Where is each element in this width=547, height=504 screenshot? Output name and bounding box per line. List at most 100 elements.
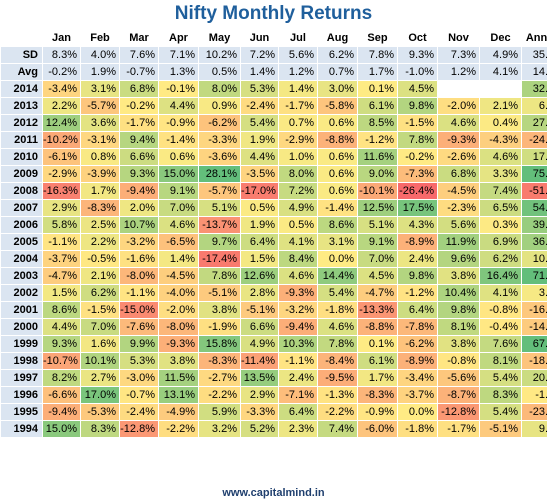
return-cell: 1.7% — [357, 369, 398, 387]
return-cell: 7.6% — [119, 46, 159, 64]
column-header: Dec — [479, 29, 522, 47]
return-cell: 7.0% — [158, 199, 199, 217]
return-cell: -4.3% — [479, 131, 522, 149]
return-cell: 3.1% — [317, 233, 358, 251]
return-cell: 7.4% — [479, 182, 522, 200]
return-cell: -5.3% — [80, 403, 120, 421]
return-cell: 4.6% — [479, 148, 522, 166]
return-cell: -2.7% — [198, 369, 241, 387]
return-cell: -1.4% — [317, 199, 358, 217]
return-cell: -9.4% — [42, 403, 81, 421]
return-cell: 4.6% — [158, 216, 199, 234]
return-cell: 4.5% — [357, 267, 398, 285]
return-cell: 5.4% — [479, 369, 522, 387]
return-cell: 0.6% — [158, 148, 199, 166]
return-cell: -11.4% — [240, 352, 279, 370]
return-cell: 15.8% — [198, 335, 241, 353]
return-cell: -3.7% — [397, 386, 438, 404]
row-label: 1996 — [0, 386, 43, 404]
return-cell: 4.3% — [397, 216, 438, 234]
return-cell: 9.3% — [42, 335, 81, 353]
return-cell: 16.4% — [479, 267, 522, 285]
return-cell: 1.6% — [80, 335, 120, 353]
return-cell: -3.3% — [240, 403, 279, 421]
return-cell: 5.3% — [240, 80, 279, 98]
return-cell: 10.4% — [437, 284, 480, 302]
return-cell: 3.2% — [198, 420, 241, 438]
return-cell: -5.1% — [240, 301, 279, 319]
monthly-returns-table: JanFebMarAprMayJunJulAugSepOctNovDecAnnu… — [0, 29, 547, 438]
return-cell: -6.1% — [42, 148, 81, 166]
row-label: 1997 — [0, 369, 43, 387]
return-cell: 7.2% — [278, 182, 318, 200]
return-cell: -12.8% — [437, 403, 480, 421]
return-cell: 0.5% — [240, 199, 279, 217]
column-header: Oct — [397, 29, 438, 47]
return-cell: 14.6% — [521, 63, 547, 81]
return-cell: -2.9% — [42, 165, 81, 183]
row-label: 2012 — [0, 114, 43, 132]
return-cell: 7.8% — [317, 335, 358, 353]
return-cell: 7.0% — [357, 250, 398, 268]
return-cell: 12.4% — [42, 114, 81, 132]
return-cell: 7.2% — [240, 46, 279, 64]
return-cell: 54.8% — [521, 199, 547, 217]
return-cell: 7.8% — [198, 267, 241, 285]
return-cell: -7.3% — [397, 165, 438, 183]
return-cell: -3.2% — [119, 233, 159, 251]
return-cell: 1.7% — [80, 182, 120, 200]
return-cell: -8.3% — [198, 352, 241, 370]
return-cell: 6.5% — [479, 199, 522, 217]
return-cell: 0.6% — [317, 182, 358, 200]
return-cell: -9.4% — [119, 182, 159, 200]
return-cell: 2.1% — [479, 97, 522, 115]
return-cell: -1.7% — [437, 420, 480, 438]
return-cell: 6.6% — [119, 148, 159, 166]
return-cell: -5.1% — [198, 284, 241, 302]
return-cell: 9.8% — [397, 267, 438, 285]
return-cell: -3.7% — [42, 250, 81, 268]
return-cell: -0.4% — [479, 318, 522, 336]
return-cell: -1.5% — [397, 114, 438, 132]
header-row: JanFebMarAprMayJunJulAugSepOctNovDecAnnu… — [0, 29, 547, 47]
return-cell: 35.1% — [521, 46, 547, 64]
return-cell: -5.8% — [317, 97, 358, 115]
return-cell: -2.4% — [119, 403, 159, 421]
return-cell: -1.1% — [278, 352, 318, 370]
return-cell: -4.9% — [158, 403, 199, 421]
return-cell: 0.4% — [479, 114, 522, 132]
column-header: Jan — [42, 29, 81, 47]
return-cell: -5.7% — [80, 97, 120, 115]
return-cell: 8.4% — [278, 250, 318, 268]
return-cell: 14.4% — [317, 267, 358, 285]
return-cell: -0.7% — [119, 386, 159, 404]
return-cell — [479, 80, 522, 98]
return-cell: -1.0% — [521, 386, 547, 404]
year-row: 1997 8.2% 2.7% -3.0% 11.5% -2.7% 13.5% 2.4% -9.5… — [0, 369, 547, 387]
year-row: 2008 -16.3% 1.7% -9.4% 9.1% -5.7% -17.0% 7.2% 0.… — [0, 182, 547, 200]
return-cell: -2.4% — [240, 97, 279, 115]
return-cell: -1.8% — [397, 420, 438, 438]
row-label: 2007 — [0, 199, 43, 217]
return-cell: -16.2% — [521, 301, 547, 319]
return-cell: 9.6% — [437, 250, 480, 268]
return-cell: -4.5% — [437, 182, 480, 200]
return-cell: 7.1% — [158, 46, 199, 64]
return-cell: 1.5% — [42, 284, 81, 302]
return-cell: -0.8% — [479, 301, 522, 319]
return-cell: 1.4% — [278, 80, 318, 98]
return-cell: -6.0% — [357, 420, 398, 438]
return-cell: 11.5% — [158, 369, 199, 387]
return-cell: 7.6% — [479, 335, 522, 353]
return-cell: -13.7% — [198, 216, 241, 234]
return-cell: 1.4% — [158, 250, 199, 268]
year-row: 2004 -3.7% -0.5% -1.6% 1.4% -17.4% 1.5% 8.4% 0.0… — [0, 250, 547, 268]
return-cell: -12.8% — [119, 420, 159, 438]
return-cell: 3.3% — [521, 284, 547, 302]
return-cell: 2.3% — [278, 420, 318, 438]
return-cell: -4.0% — [158, 284, 199, 302]
return-cell: 6.6% — [240, 318, 279, 336]
return-cell: 8.5% — [357, 114, 398, 132]
return-cell: -10.7% — [42, 352, 81, 370]
